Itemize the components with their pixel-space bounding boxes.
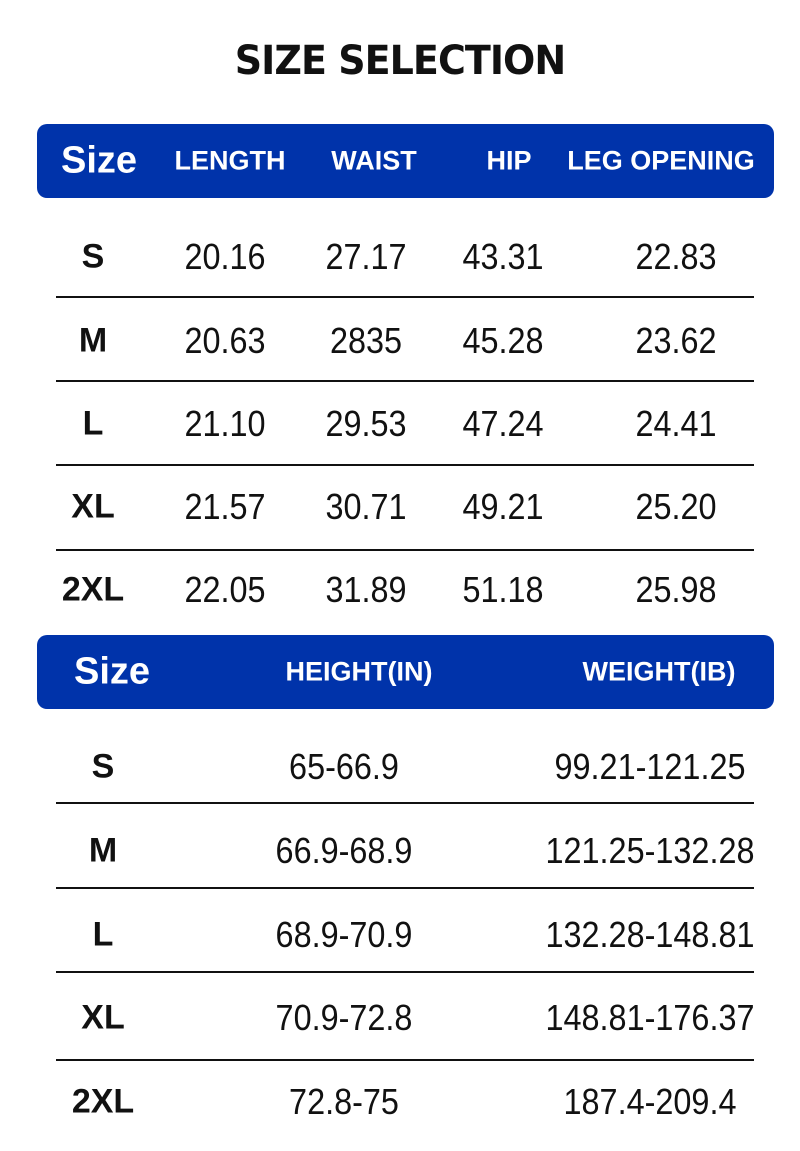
table-row: 2XL 22.05 31.89 51.18 25.98 <box>0 569 800 610</box>
table-row: M 66.9-68.9 121.25-132.28 <box>0 830 800 871</box>
size-cell: S <box>81 237 105 276</box>
value-cell: 70.9-72.8 <box>275 997 413 1038</box>
table1-header: Size LENGTH WAIST HIP LEG OPENING <box>37 124 774 198</box>
value-cell: 72.8-75 <box>289 1081 399 1122</box>
value-cell: 22.05 <box>184 569 266 610</box>
value-cell: 45.28 <box>462 320 544 361</box>
header-size: Size <box>60 139 138 182</box>
page-title: SIZE SELECTION <box>234 38 566 84</box>
size-cell: L <box>92 915 114 954</box>
value-cell: 20.63 <box>184 320 266 361</box>
value-cell: 43.31 <box>462 236 544 277</box>
size-cell: XL <box>81 998 125 1037</box>
table-row: L 21.10 29.53 47.24 24.41 <box>0 403 800 444</box>
value-cell: 68.9-70.9 <box>275 914 413 955</box>
value-cell: 25.98 <box>635 569 717 610</box>
value-cell: 30.71 <box>325 486 407 527</box>
size-cell: XL <box>71 487 115 526</box>
table-row: L 68.9-70.9 132.28-148.81 <box>0 914 800 955</box>
table-row: S 20.16 27.17 43.31 22.83 <box>0 236 800 277</box>
row-divider <box>56 971 754 973</box>
row-divider <box>56 464 754 466</box>
table2-header: Size HEIGHT(IN) WEIGHT(IB) <box>37 635 774 709</box>
value-cell: 24.41 <box>635 403 717 444</box>
value-cell: 20.16 <box>184 236 266 277</box>
header-hip: HIP <box>486 145 532 176</box>
value-cell: 148.81-176.37 <box>545 997 755 1038</box>
value-cell: 29.53 <box>325 403 407 444</box>
size-cell: L <box>82 404 104 443</box>
row-divider <box>56 296 754 298</box>
value-cell: 132.28-148.81 <box>545 914 755 955</box>
size-cell: 2XL <box>61 570 125 609</box>
header-waist: WAIST <box>331 145 417 176</box>
header-size: Size <box>73 650 151 693</box>
value-cell: 47.24 <box>462 403 544 444</box>
value-cell: 49.21 <box>462 486 544 527</box>
row-divider <box>56 802 754 804</box>
value-cell: 23.62 <box>635 320 717 361</box>
table-row: 2XL 72.8-75 187.4-209.4 <box>0 1081 800 1122</box>
value-cell: 2835 <box>329 320 403 361</box>
table-row: S 65-66.9 99.21-121.25 <box>0 746 800 787</box>
header-height: HEIGHT(IN) <box>285 656 433 687</box>
value-cell: 21.57 <box>184 486 266 527</box>
value-cell: 121.25-132.28 <box>545 830 755 871</box>
size-cell: M <box>78 321 108 360</box>
value-cell: 27.17 <box>325 236 407 277</box>
value-cell: 65-66.9 <box>289 746 399 787</box>
header-leg-opening: LEG OPENING <box>567 145 755 176</box>
size-cell: 2XL <box>71 1082 135 1121</box>
value-cell: 31.89 <box>325 569 407 610</box>
table-row: XL 21.57 30.71 49.21 25.20 <box>0 486 800 527</box>
row-divider <box>56 549 754 551</box>
table-row: M 20.63 2835 45.28 23.62 <box>0 320 800 361</box>
table-row: XL 70.9-72.8 148.81-176.37 <box>0 997 800 1038</box>
size-cell: S <box>91 747 115 786</box>
value-cell: 22.83 <box>635 236 717 277</box>
value-cell: 66.9-68.9 <box>275 830 413 871</box>
size-cell: M <box>88 831 118 870</box>
row-divider <box>56 380 754 382</box>
value-cell: 99.21-121.25 <box>554 746 746 787</box>
header-length: LENGTH <box>174 145 286 176</box>
value-cell: 187.4-209.4 <box>563 1081 737 1122</box>
header-weight: WEIGHT(IB) <box>582 656 736 687</box>
row-divider <box>56 1059 754 1061</box>
value-cell: 25.20 <box>635 486 717 527</box>
value-cell: 51.18 <box>462 569 544 610</box>
value-cell: 21.10 <box>184 403 266 444</box>
row-divider <box>56 887 754 889</box>
